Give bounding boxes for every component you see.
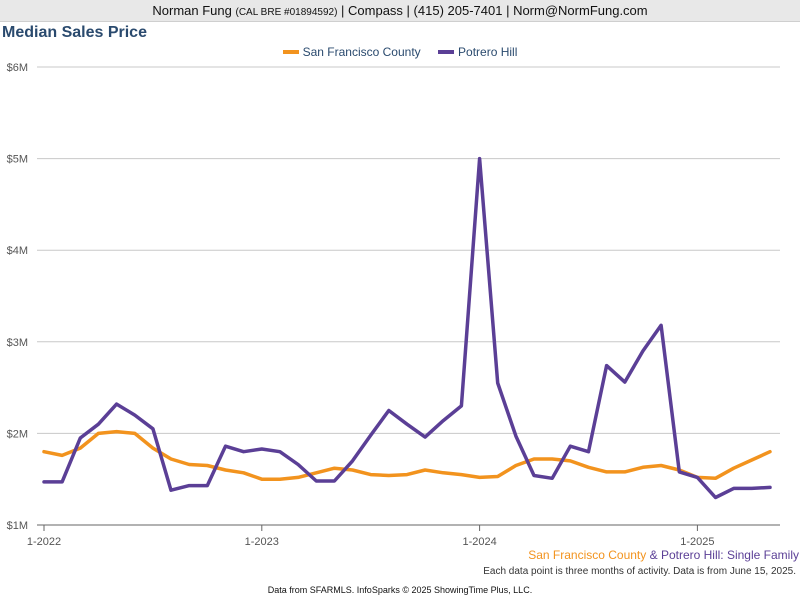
caption-potrero-hill: Potrero Hill xyxy=(660,548,721,562)
x-tick-label: 1-2025 xyxy=(680,536,714,548)
license-number: (CAL BRE #01894592) xyxy=(235,7,338,18)
caption-ampersand: & xyxy=(646,548,661,562)
series-line-sf-county xyxy=(42,429,772,481)
x-tick-label: 1-2024 xyxy=(462,536,496,548)
agent-header-bar: Norman Fung (CAL BRE #01894592) | Compas… xyxy=(0,0,800,22)
y-tick-label: $1M xyxy=(7,520,28,532)
legend-swatch-sf-county xyxy=(282,49,299,54)
caption-sf-county: San Francisco County xyxy=(528,548,647,562)
legend-swatch-potrero-hill xyxy=(438,49,455,54)
y-tick-label: $4M xyxy=(7,245,28,257)
legend-item-potrero-hill[interactable]: Potrero Hill xyxy=(438,45,517,59)
data-source-footer: Data from SFARMLS. InfoSparks © 2025 Sho… xyxy=(267,585,533,595)
data-note: Each data point is three months of activ… xyxy=(483,566,796,577)
email-address: | Norm@NormFung.com xyxy=(506,3,648,18)
x-tick-label: 1-2022 xyxy=(27,536,61,548)
caption-property-type: : Single Family xyxy=(720,548,799,562)
series-caption: San Francisco County & Potrero Hill: Sin… xyxy=(528,548,799,562)
y-tick-label: $6M xyxy=(7,62,28,74)
phone-number: (415) 205-7401 xyxy=(413,3,503,18)
legend-item-sf-county[interactable]: San Francisco County xyxy=(282,45,421,59)
legend-label-sf-county: San Francisco County xyxy=(302,45,421,59)
y-tick-label: $3M xyxy=(7,337,28,349)
legend-label-potrero-hill: Potrero Hill xyxy=(458,45,518,59)
chart-title: Median Sales Price xyxy=(2,24,147,41)
y-tick-label: $2M xyxy=(7,428,28,440)
y-tick-label: $5M xyxy=(7,154,28,166)
brokerage-name: | Compass | xyxy=(341,3,410,18)
series-line-potrero-hill xyxy=(42,156,772,500)
chart-legend: San Francisco County Potrero Hill xyxy=(0,45,800,59)
agent-name: Norman Fung xyxy=(152,3,232,18)
x-tick-label: 1-2023 xyxy=(245,536,279,548)
